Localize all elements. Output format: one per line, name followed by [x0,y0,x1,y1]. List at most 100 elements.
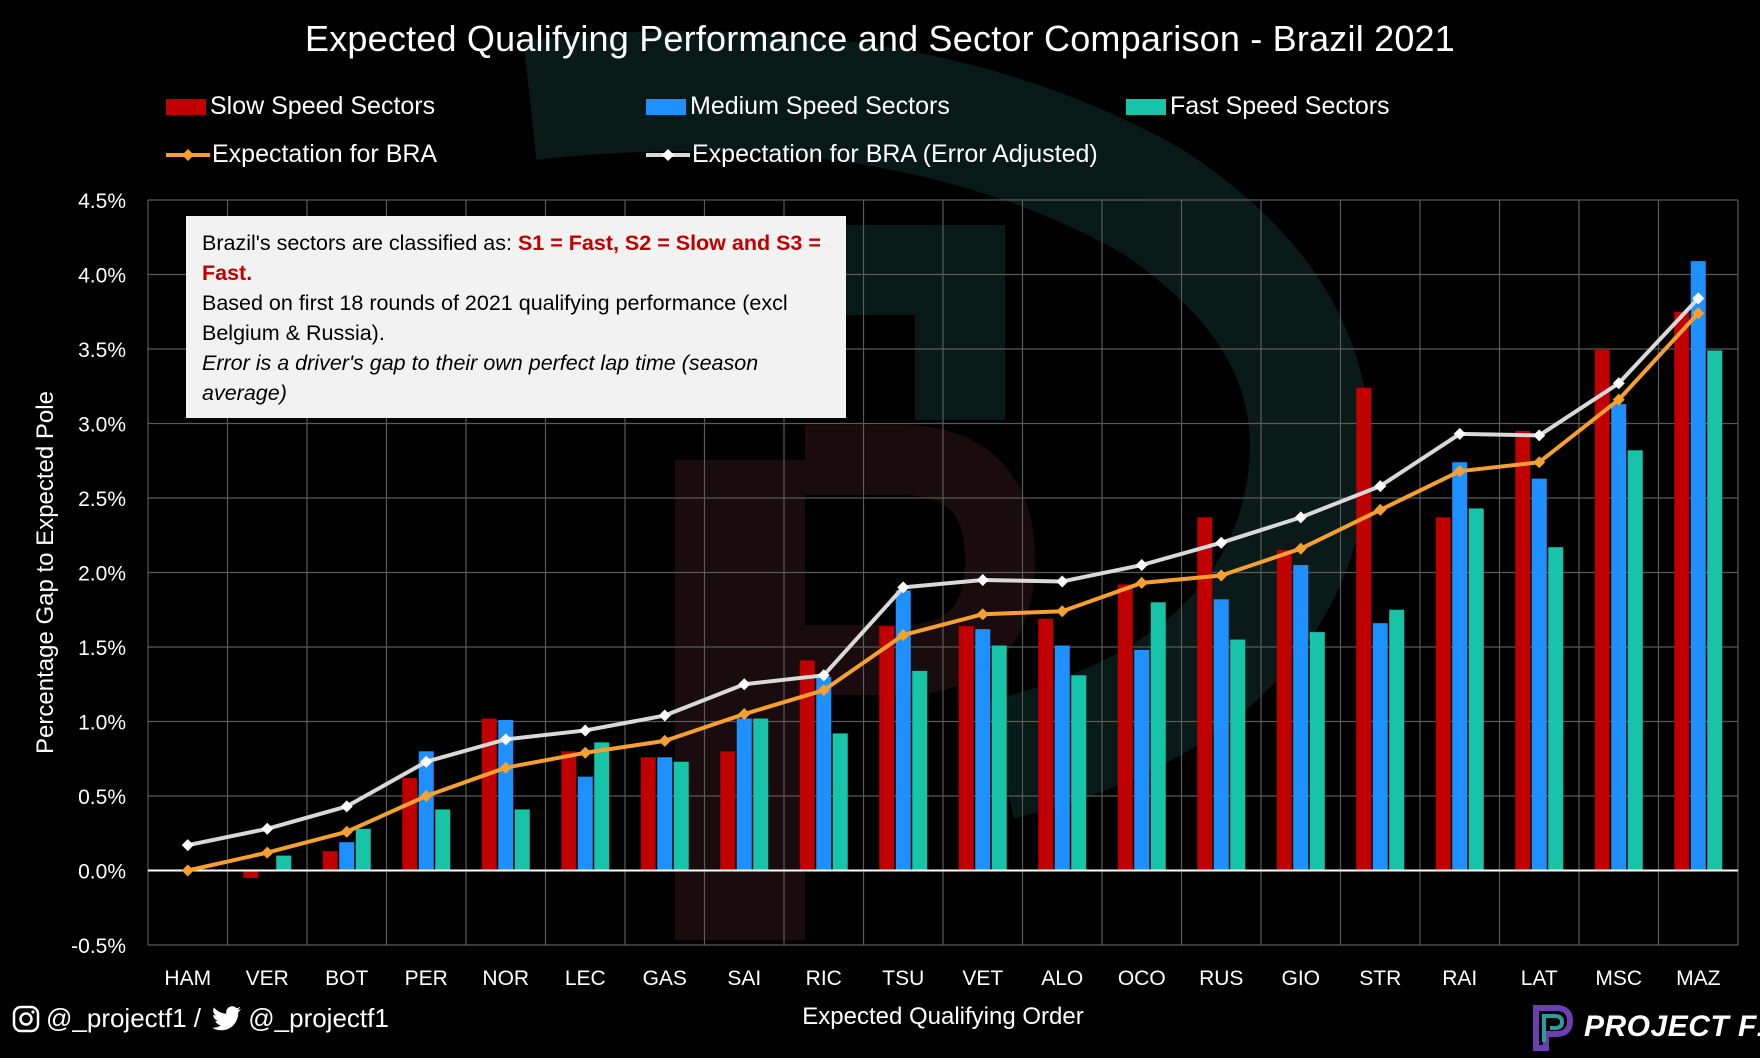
expectation-adjusted-point-gio [1294,511,1307,524]
bar-maz-fast [1707,350,1723,871]
bar-vet-slow [958,626,974,871]
y-tick-label: 4.5% [78,190,126,213]
brand-name: PROJECT F1 [1584,1010,1760,1043]
bar-str-fast [1389,609,1405,871]
expectation-adjusted-point-rus [1215,536,1228,549]
legend-fast: Fast Speed Sectors [1126,92,1390,121]
bar-rus-fast [1230,639,1246,871]
bar-bot-slow [322,851,338,871]
social-handles: @_projectf1 / @_projectf1 [12,1003,389,1034]
expectation-adjusted-point-lec [579,724,592,737]
legend-expectation-label: Expectation for BRA [212,140,438,168]
bar-ver-fast [276,855,292,871]
x-tick-label-rai: RAI [1442,967,1477,990]
bar-sai-medium [736,718,752,871]
expectation-adjusted-point-str [1374,480,1387,493]
expectation-adjusted-point-bot [340,800,353,813]
legend-medium: Medium Speed Sectors [646,92,950,121]
legend-fast-swatch [1126,98,1166,115]
y-tick-label: 3.5% [78,339,126,362]
bar-lat-fast [1548,547,1564,871]
expectation-point-ham [181,864,194,877]
bar-gio-slow [1276,550,1292,871]
expectation-line [187,311,1700,873]
y-tick-label: 2.0% [78,563,126,586]
bar-oco-slow [1117,584,1133,871]
expectation-adjusted-point-msc [1612,377,1625,390]
bar-gio-fast [1309,632,1325,871]
note-highlight: S1 = Fast, S2 = Slow and S3 = Fast. [202,231,821,285]
expectation-adjusted-point-vet [976,573,989,586]
expectation-adjusted-point-maz [1692,292,1705,305]
x-tick-label-str: STR [1359,967,1401,990]
bar-nor-medium [498,720,514,871]
twitter-handle[interactable]: @_projectf1 [248,1003,389,1033]
expectation-adjusted-point-per [420,755,433,768]
expectation-point-ver [261,846,274,859]
bar-gio-medium [1293,565,1309,871]
legend-slow-label: Slow Speed Sectors [210,92,436,120]
y-tick-label: -0.5% [71,935,126,958]
y-axis-title: Percentage Gap to Expected Pole [32,391,59,754]
bar-per-slow [402,778,418,871]
x-tick-label-alo: ALO [1041,967,1083,990]
bar-msc-fast [1627,450,1643,871]
legend-slow: Slow Speed Sectors [166,92,435,121]
x-tick-label-gas: GAS [643,967,687,990]
x-tick-label-rus: RUS [1199,967,1243,990]
expectation-point-tsu [897,629,910,642]
expectation-adjusted-point-sai [738,678,751,691]
legend-slow-swatch [166,98,206,115]
bar-nor-fast [514,809,530,871]
expectation-point-gio [1294,542,1307,555]
bar-sai-slow [720,751,736,871]
instagram-handle[interactable]: @_projectf1 [46,1003,187,1033]
bar-alo-fast [1071,675,1087,871]
x-tick-label-lat: LAT [1521,967,1558,990]
bar-gas-fast [673,761,689,871]
expectation-point-lec [579,746,592,759]
legend-expectation-adjusted: Expectation for BRA (Error Adjusted) [646,140,1098,169]
x-tick-label-sai: SAI [727,967,761,990]
x-tick-label-ric: RIC [806,967,842,990]
legend-expectation: Expectation for BRA [166,140,437,169]
x-tick-label-tsu: TSU [882,967,924,990]
handle-separator: / [186,1003,209,1033]
bar-rai-medium [1452,462,1468,871]
bar-gas-medium [657,757,673,871]
bar-rai-slow [1435,517,1451,871]
expectation-point-msc [1612,393,1625,406]
bar-gas-slow [640,757,656,871]
x-tick-label-gio: GIO [1281,967,1320,990]
expectation-point-alo [1056,605,1069,618]
expectation-point-bot [340,825,353,838]
bar-alo-medium [1054,645,1070,871]
bar-sai-fast [753,718,769,871]
bar-msc-slow [1594,349,1610,871]
x-tick-label-maz: MAZ [1676,967,1721,990]
y-tick-label: 4.0% [78,265,126,288]
x-tick-label-msc: MSC [1595,967,1642,990]
x-axis-title: Expected Qualifying Order [802,1003,1083,1030]
expectation-point-vet [976,608,989,621]
expectation-point-oco [1135,576,1148,589]
bar-ric-fast [832,733,848,871]
chart-title: Expected Qualifying Performance and Sect… [305,18,1455,59]
bar-tsu-medium [895,590,911,871]
expectation-point-rus [1215,569,1228,582]
bar-rai-fast [1468,508,1484,871]
bar-lec-fast [594,742,610,871]
expectation-point-gas [658,734,671,747]
expectation-point-nor [499,761,512,774]
bar-bot-fast [355,828,371,871]
info-note: Brazil's sectors are classified as: S1 =… [186,216,846,418]
bar-lec-medium [577,776,593,871]
expectation-adjusted-point-gas [658,709,671,722]
brand-logo: PROJECT F1 [1530,1002,1760,1052]
bar-rus-medium [1213,599,1229,871]
twitter-icon [212,1005,242,1030]
bar-alo-slow [1038,618,1054,871]
instagram-icon [12,1005,40,1032]
